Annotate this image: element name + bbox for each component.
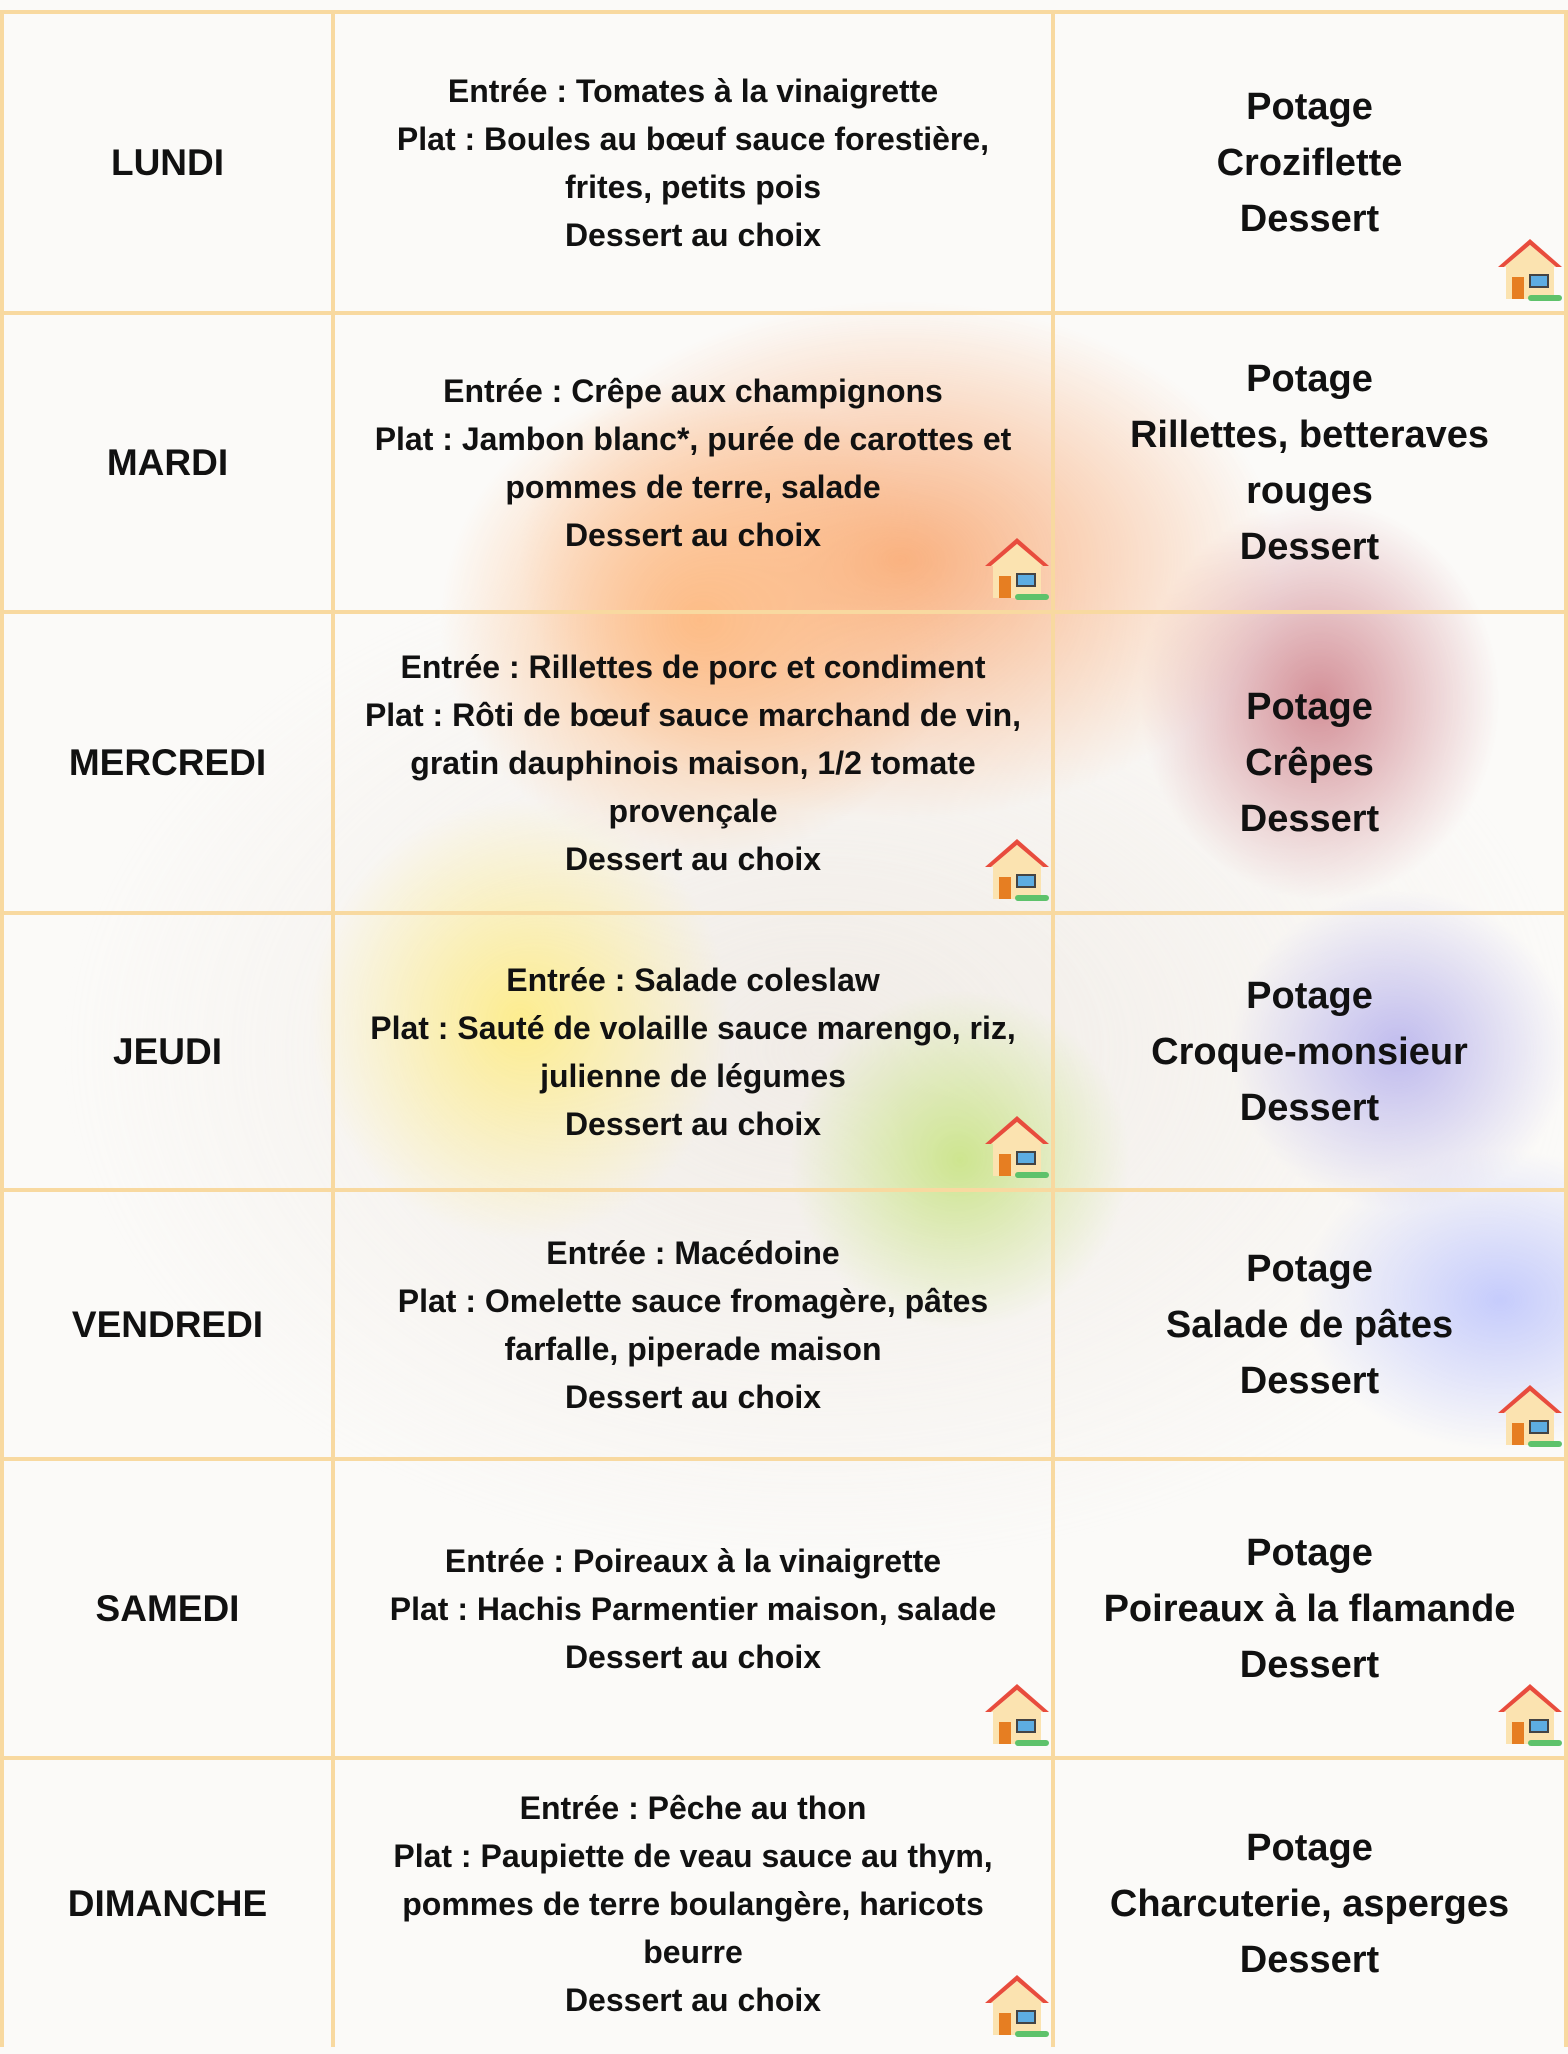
day-cell: LUNDI [0, 10, 335, 311]
soir-cell: Potage Croziflette Dessert [1055, 10, 1568, 311]
house-icon [981, 1110, 1053, 1182]
menu-line: Dessert au choix [564, 216, 822, 253]
menu-line: Entrée : Rillettes de porc et condiment [400, 648, 986, 685]
menu-line: Entrée : Pêche au thon [519, 1789, 867, 1826]
menu-line: Dessert [1239, 1938, 1380, 1981]
day-cell: MARDI [0, 311, 335, 610]
midi-cell: Entrée : Macédoine Plat : Omelette sauce … [335, 1188, 1055, 1457]
house-icon [981, 1678, 1053, 1750]
day-cell: DIMANCHE [0, 1756, 335, 2047]
menu-line: Plat : Jambon blanc*, purée de carottes … [374, 420, 1012, 505]
menu-line: Crêpes [1245, 741, 1374, 784]
menu-line: Dessert [1239, 525, 1380, 568]
house-icon [1494, 233, 1566, 305]
soir-cell: Potage Charcuterie, asperges Dessert [1055, 1756, 1568, 2047]
menu-line: Dessert au choix [564, 1378, 822, 1415]
menu-line: Croque-monsieur [1151, 1030, 1468, 1073]
day-cell: JEUDI [0, 911, 335, 1188]
menu-line: Croziflette [1216, 141, 1403, 184]
menu-line: Rillettes, betteraves rouges [1129, 413, 1490, 512]
menu-line: Potage [1246, 1826, 1373, 1869]
menu-line: Dessert [1239, 1359, 1380, 1402]
menu-line: Entrée : Tomates à la vinaigrette [447, 72, 939, 109]
midi-cell: Entrée : Salade coleslaw Plat : Sauté de … [335, 911, 1055, 1188]
soir-cell: Potage Poireaux à la flamande Dessert [1055, 1457, 1568, 1756]
menu-line: Potage [1246, 1247, 1373, 1290]
midi-cell: Entrée : Poireaux à la vinaigrette Plat :… [335, 1457, 1055, 1756]
house-icon [1494, 1678, 1566, 1750]
house-icon [981, 1969, 1053, 2041]
day-cell: SAMEDI [0, 1457, 335, 1756]
soir-cell: Potage Rillettes, betteraves rouges Desser… [1055, 311, 1568, 610]
house-icon [1494, 1379, 1566, 1451]
menu-line: Dessert au choix [564, 1105, 822, 1142]
menu-line: Dessert au choix [564, 840, 822, 877]
menu-line: Plat : Paupiette de veau sauce au thym, … [393, 1837, 993, 1970]
menu-line: Potage [1246, 1531, 1373, 1574]
menu-line: Charcuterie, asperges [1109, 1882, 1510, 1925]
menu-line: Entrée : Salade coleslaw [506, 961, 880, 998]
menu-line: Dessert au choix [564, 516, 822, 553]
menu-line: Entrée : Crêpe aux champignons [443, 372, 943, 409]
menu-line: Plat : Hachis Parmentier maison, salade [389, 1590, 997, 1627]
midi-cell: Entrée : Rillettes de porc et condiment P… [335, 610, 1055, 911]
menu-line: Potage [1246, 685, 1373, 728]
menu-line: Potage [1246, 974, 1373, 1017]
menu-line: Entrée : Macédoine [546, 1234, 840, 1271]
soir-cell: Potage Crêpes Dessert [1055, 610, 1568, 911]
midi-cell: Entrée : Crêpe aux champignons Plat : Jam… [335, 311, 1055, 610]
menu-line: Dessert au choix [564, 1638, 822, 1675]
menu-line: Plat : Boules au bœuf sauce forestière, … [396, 120, 990, 205]
menu-line: Potage [1246, 357, 1373, 400]
menu-line: Plat : Rôti de bœuf sauce marchand de vi… [364, 696, 1022, 829]
house-icon [981, 532, 1053, 604]
menu-line: Dessert [1239, 197, 1380, 240]
menu-line: Dessert [1239, 797, 1380, 840]
menu-line: Dessert au choix [564, 1981, 822, 2018]
house-icon [981, 833, 1053, 905]
menu-line: Poireaux à la flamande [1103, 1587, 1516, 1630]
menu-line: Entrée : Poireaux à la vinaigrette [444, 1542, 942, 1579]
menu-line: Plat : Sauté de volaille sauce marengo, … [370, 1009, 1016, 1094]
soir-cell: Potage Salade de pâtes Dessert [1055, 1188, 1568, 1457]
menu-table: LUNDI Entrée : Tomates à la vinaigrette Pl… [0, 10, 1568, 2047]
menu-line: Salade de pâtes [1165, 1303, 1454, 1346]
menu-line: Dessert [1239, 1086, 1380, 1129]
day-cell: MERCREDI [0, 610, 335, 911]
menu-line: Dessert [1239, 1643, 1380, 1686]
soir-cell: Potage Croque-monsieur Dessert [1055, 911, 1568, 1188]
menu-line: Plat : Omelette sauce fromagère, pâtes f… [397, 1282, 989, 1367]
menu-line: Potage [1246, 85, 1373, 128]
midi-cell: Entrée : Tomates à la vinaigrette Plat : … [335, 10, 1055, 311]
day-cell: VENDREDI [0, 1188, 335, 1457]
midi-cell: Entrée : Pêche au thon Plat : Paupiette d… [335, 1756, 1055, 2047]
